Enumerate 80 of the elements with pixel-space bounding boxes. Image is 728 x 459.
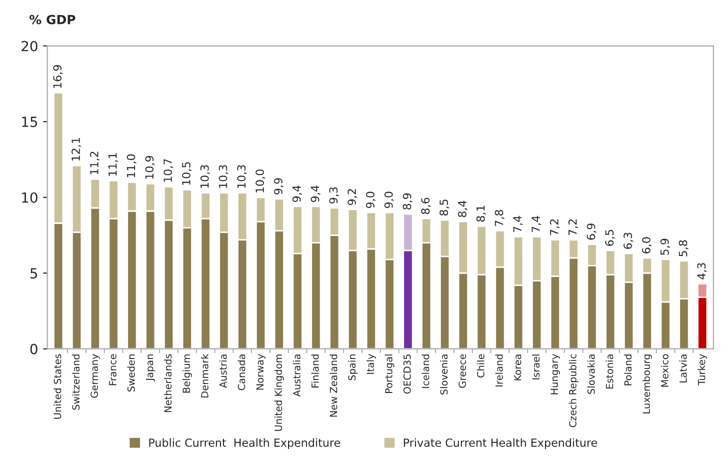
total-label: 10,3 <box>200 165 210 188</box>
x-tick-label: Turkey <box>698 354 708 386</box>
x-tick-label: Hungary <box>550 354 560 394</box>
x-tick-label: Spain <box>348 354 358 380</box>
x-tick-label: Norway <box>256 354 266 390</box>
total-label: 8,9 <box>402 193 412 210</box>
total-label: 6,0 <box>642 237 652 254</box>
total-label: 8,5 <box>440 200 450 216</box>
total-label: 10,3 <box>237 165 247 188</box>
x-tick-label: Canada <box>238 354 246 390</box>
total-label: 10,3 <box>218 165 228 188</box>
y-tick-label: 15 <box>22 116 38 128</box>
x-tick-label: Israel <box>532 354 540 380</box>
total-label: 5,9 <box>660 238 670 255</box>
total-label: 6,9 <box>586 224 596 240</box>
x-tick-label: OECD35 <box>403 354 411 394</box>
x-tick-label: Finland <box>311 354 319 388</box>
legend-label: Private Current Health Expenditure <box>404 438 598 449</box>
y-tick-label: 0 <box>30 344 38 354</box>
x-tick-label: United Kingdom <box>274 354 284 431</box>
x-tick-label: Mexico <box>660 354 668 387</box>
x-tick-label: Denmark <box>200 354 208 398</box>
total-label: 10,0 <box>256 170 266 192</box>
x-tick-label: Belgium <box>182 354 192 393</box>
total-label: 9,3 <box>329 187 339 204</box>
total-label: 7,2 <box>550 219 560 236</box>
total-label: 7,2 <box>568 219 578 236</box>
total-label: 6,5 <box>605 230 615 246</box>
legend-label: Public Current Health Expenditure <box>149 438 340 449</box>
y-tick-label: 10 <box>22 192 38 203</box>
total-label: 9,0 <box>366 192 376 208</box>
x-tick-label: Slovenia <box>440 354 448 394</box>
total-label: 10,7 <box>164 159 174 182</box>
x-tick-label: Estonia <box>606 354 614 389</box>
total-label: 4,3 <box>697 263 707 280</box>
x-tick-label: Latvia <box>679 354 687 382</box>
total-label: 9,4 <box>292 186 302 202</box>
x-tick-label: Iceland <box>422 354 430 388</box>
total-label: 16,9 <box>53 65 63 88</box>
total-label: 5,8 <box>678 240 688 256</box>
total-label: 9,2 <box>348 189 358 205</box>
x-tick-label: France <box>109 354 116 386</box>
x-tick-label: Chile <box>476 354 484 378</box>
x-tick-label: Austria <box>219 354 227 388</box>
total-label: 7,4 <box>513 216 523 232</box>
x-tick-label: New Zealand <box>330 354 338 417</box>
x-tick-label: Korea <box>514 354 522 380</box>
total-label: 8,4 <box>458 200 468 218</box>
total-label: 11,0 <box>126 154 136 178</box>
y-tick-label: 5 <box>30 268 38 279</box>
x-tick-label: Luxembourg <box>642 354 652 414</box>
total-label: 11,2 <box>90 152 100 174</box>
total-label: 6,3 <box>624 232 634 249</box>
total-label: 11,1 <box>108 153 118 176</box>
total-label: 8,6 <box>421 198 431 214</box>
total-label: 7,8 <box>494 210 504 226</box>
x-tick-label: Switzerland <box>72 354 80 410</box>
x-tick-label: Japan <box>146 354 156 382</box>
x-tick-label: United States <box>54 354 62 419</box>
x-tick-label: Poland <box>624 354 632 386</box>
total-label: 9,4 <box>310 186 320 202</box>
total-label: 9,0 <box>384 192 394 208</box>
total-label: 8,1 <box>476 206 486 222</box>
x-tick-label: Germany <box>90 354 100 398</box>
total-label: 12,1 <box>72 138 82 161</box>
x-tick-label: Italy <box>366 354 376 374</box>
total-label: 10,5 <box>182 162 192 185</box>
total-label: 10,9 <box>145 156 155 179</box>
x-tick-label: Slovakia <box>587 354 595 394</box>
x-tick-label: Czech Republic <box>568 354 578 428</box>
total-label: 9,9 <box>274 178 284 194</box>
x-tick-label: Portugal <box>384 354 394 394</box>
x-tick-label: Ireland <box>495 354 503 386</box>
y-tick-label: 20 <box>22 40 38 52</box>
x-tick-label: Greece <box>458 354 466 388</box>
x-tick-label: Netherlands <box>164 354 172 412</box>
total-label: 7,4 <box>532 216 542 232</box>
x-tick-label: Australia <box>292 354 300 397</box>
y-axis-title: % GDP <box>30 14 76 24</box>
x-tick-label: Sweden <box>127 354 135 392</box>
